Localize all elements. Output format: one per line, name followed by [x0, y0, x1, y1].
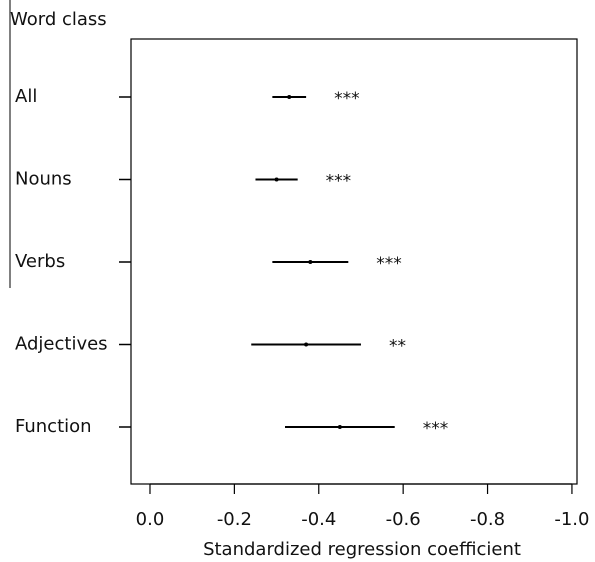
category-label: Nouns: [15, 169, 72, 190]
category-label: Adjectives: [15, 334, 108, 355]
estimate-point: [287, 95, 292, 99]
estimate-point: [337, 425, 342, 429]
significance-label: ***: [423, 419, 449, 439]
estimate-point: [274, 177, 279, 182]
significance-label: ***: [334, 89, 360, 109]
x-tick-label: 0.0: [136, 509, 165, 530]
significance-label: **: [389, 337, 406, 357]
x-tick-label: -0.6: [386, 509, 421, 530]
category-label: All: [15, 86, 37, 107]
estimate-point: [304, 342, 309, 347]
significance-label: ***: [376, 254, 402, 274]
x-tick-label: -0.4: [301, 509, 336, 530]
x-tick-label: -0.2: [217, 509, 252, 530]
category-label: Function: [15, 416, 92, 437]
estimate-point: [308, 260, 313, 264]
x-tick-label: -0.8: [470, 509, 505, 530]
x-tick-label: -1.0: [554, 509, 589, 530]
category-label: Verbs: [15, 251, 65, 272]
significance-label: ***: [326, 172, 352, 192]
x-axis-title: Standardized regression coefficient: [203, 539, 521, 560]
y-axis-title: Word class: [10, 9, 107, 30]
